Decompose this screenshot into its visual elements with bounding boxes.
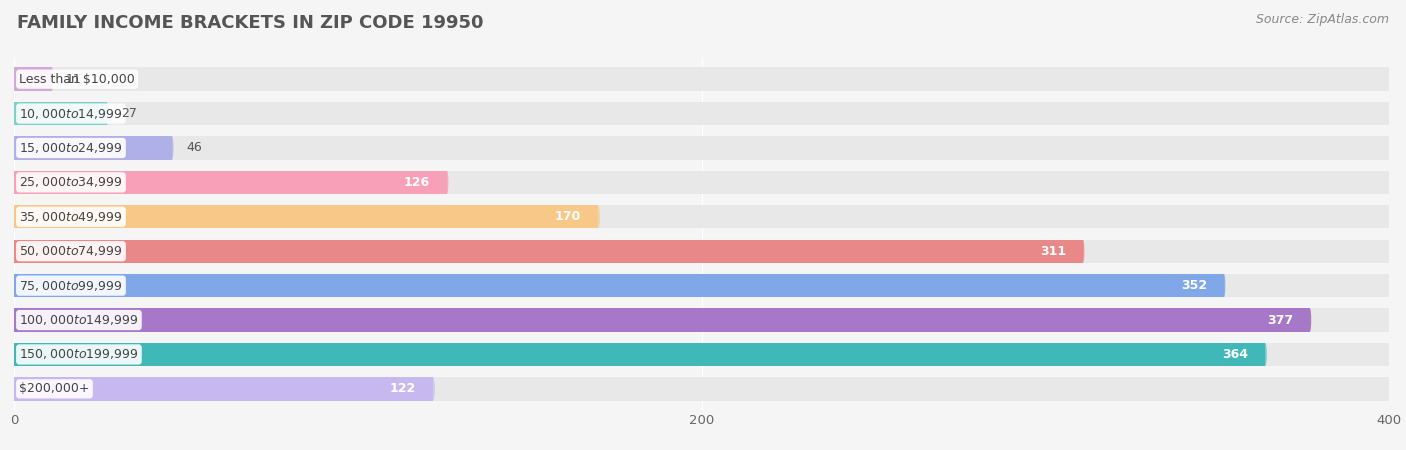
- Bar: [14, 205, 599, 229]
- Text: $100,000 to $149,999: $100,000 to $149,999: [20, 313, 139, 327]
- Bar: [14, 239, 1083, 263]
- Text: 126: 126: [404, 176, 430, 189]
- Text: $25,000 to $34,999: $25,000 to $34,999: [20, 176, 122, 189]
- Text: Less than $10,000: Less than $10,000: [20, 72, 135, 86]
- Bar: [14, 343, 1265, 366]
- Bar: [14, 136, 172, 160]
- Bar: [14, 68, 52, 91]
- Bar: [14, 171, 447, 194]
- Text: FAMILY INCOME BRACKETS IN ZIP CODE 19950: FAMILY INCOME BRACKETS IN ZIP CODE 19950: [17, 14, 484, 32]
- Text: 377: 377: [1267, 314, 1294, 327]
- Text: 46: 46: [186, 141, 201, 154]
- Bar: [14, 102, 1389, 125]
- Text: 170: 170: [555, 210, 581, 223]
- Bar: [14, 343, 1389, 366]
- Bar: [14, 308, 1389, 332]
- Text: 352: 352: [1181, 279, 1206, 292]
- Bar: [14, 377, 1389, 400]
- Bar: [14, 308, 1310, 332]
- Bar: [14, 171, 1389, 194]
- Text: $200,000+: $200,000+: [20, 382, 90, 396]
- Text: 364: 364: [1222, 348, 1249, 361]
- Bar: [14, 136, 1389, 160]
- Text: $50,000 to $74,999: $50,000 to $74,999: [20, 244, 122, 258]
- Text: $75,000 to $99,999: $75,000 to $99,999: [20, 279, 122, 292]
- Text: 311: 311: [1040, 245, 1066, 258]
- Bar: [14, 274, 1389, 297]
- Bar: [14, 68, 1389, 91]
- Bar: [14, 102, 107, 125]
- Bar: [14, 274, 1225, 297]
- Text: $35,000 to $49,999: $35,000 to $49,999: [20, 210, 122, 224]
- Bar: [14, 205, 1389, 229]
- Text: 27: 27: [121, 107, 136, 120]
- Bar: [14, 377, 433, 400]
- Text: $150,000 to $199,999: $150,000 to $199,999: [20, 347, 139, 361]
- Text: 122: 122: [389, 382, 416, 396]
- Text: 11: 11: [66, 72, 82, 86]
- Text: $10,000 to $14,999: $10,000 to $14,999: [20, 107, 122, 121]
- Bar: [14, 239, 1389, 263]
- Text: $15,000 to $24,999: $15,000 to $24,999: [20, 141, 122, 155]
- Text: Source: ZipAtlas.com: Source: ZipAtlas.com: [1256, 14, 1389, 27]
